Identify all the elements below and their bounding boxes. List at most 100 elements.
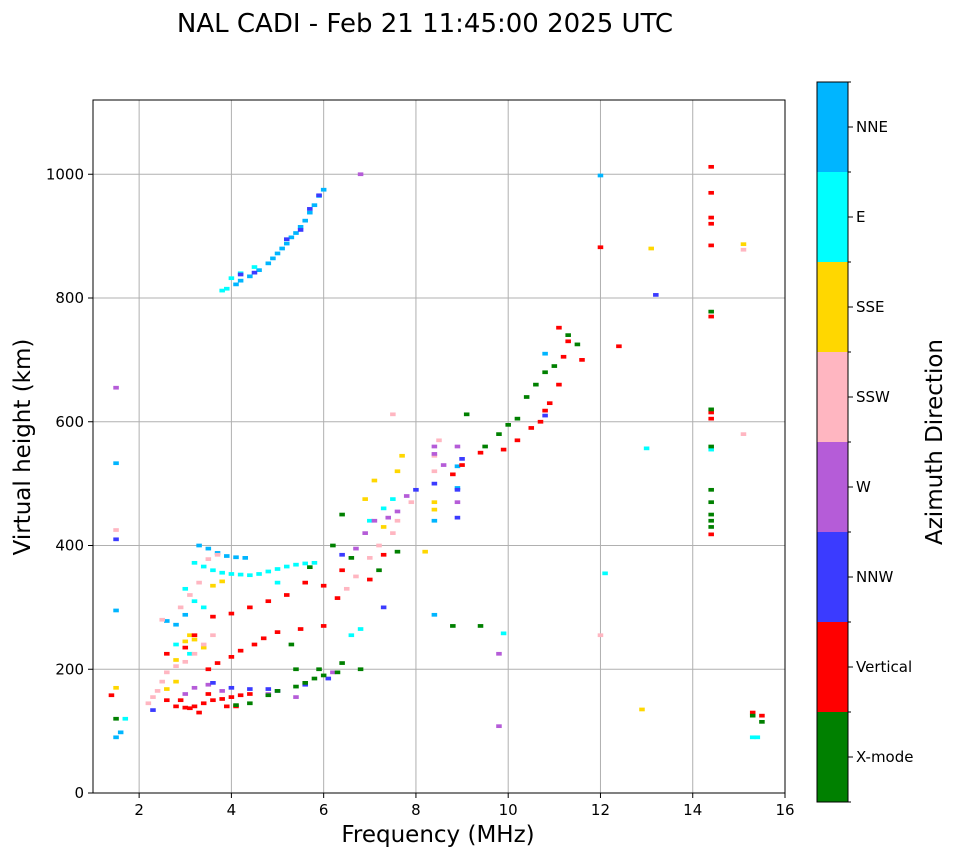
data-point — [247, 687, 253, 691]
x-tick-label: 6 — [319, 801, 329, 819]
data-point — [496, 432, 502, 436]
data-point — [247, 701, 253, 706]
data-point — [311, 676, 318, 681]
data-point — [514, 438, 521, 443]
data-point — [708, 447, 714, 452]
data-point — [205, 557, 212, 561]
data-point — [643, 446, 650, 451]
data-point — [334, 596, 341, 600]
data-point — [759, 713, 765, 718]
data-point — [708, 532, 714, 537]
data-point — [283, 237, 290, 242]
data-point — [113, 528, 119, 532]
data-point — [459, 457, 465, 461]
data-point — [214, 661, 221, 665]
data-point — [251, 642, 258, 647]
data-point — [191, 560, 198, 565]
data-point — [542, 351, 548, 356]
data-point — [237, 272, 244, 277]
data-point — [187, 706, 193, 711]
y-tick-label: 400 — [55, 537, 84, 555]
data-point — [579, 358, 585, 362]
data-point — [200, 701, 207, 706]
data-point — [339, 512, 345, 517]
data-point — [274, 567, 281, 571]
data-point — [196, 580, 202, 585]
data-point — [182, 645, 189, 650]
data-point — [357, 172, 364, 177]
data-point — [537, 419, 544, 424]
data-points — [108, 164, 765, 740]
data-point — [708, 215, 714, 220]
data-point — [210, 633, 216, 638]
data-point — [708, 221, 714, 226]
data-point — [205, 546, 212, 551]
data-point — [164, 670, 170, 675]
data-point — [113, 608, 119, 613]
data-point — [265, 599, 272, 604]
data-point — [371, 478, 378, 483]
data-point — [302, 681, 308, 685]
x-tick-label: 16 — [775, 801, 794, 819]
data-point — [565, 333, 571, 337]
data-point — [210, 681, 216, 685]
data-point — [288, 235, 295, 240]
data-point — [251, 265, 258, 269]
data-point — [274, 580, 281, 585]
data-point — [749, 735, 756, 740]
data-point — [708, 518, 714, 523]
data-point — [380, 605, 387, 610]
colorbar-segment — [817, 712, 848, 802]
data-point — [367, 556, 373, 560]
data-point — [113, 716, 119, 721]
data-point — [187, 633, 193, 638]
data-point — [260, 636, 267, 641]
data-point — [297, 627, 304, 631]
data-point — [182, 639, 189, 644]
data-point — [431, 500, 438, 505]
data-point — [749, 713, 756, 718]
data-point — [454, 444, 461, 449]
series-nne — [113, 173, 604, 740]
x-tick-label: 12 — [591, 801, 610, 819]
series-w — [113, 172, 502, 729]
colorbar-tick-label: E — [856, 208, 865, 226]
data-point — [311, 203, 318, 208]
data-point — [749, 710, 756, 715]
data-point — [394, 509, 401, 514]
data-point — [454, 500, 461, 505]
data-point — [210, 568, 216, 573]
data-point — [302, 561, 308, 566]
data-point — [219, 288, 225, 293]
data-point — [228, 695, 235, 699]
data-point — [450, 472, 456, 477]
data-point — [182, 586, 189, 591]
data-point — [210, 698, 216, 703]
data-point — [546, 401, 553, 406]
data-point — [297, 224, 304, 229]
data-point — [113, 385, 119, 390]
data-point — [233, 703, 239, 707]
data-point — [316, 667, 322, 672]
y-tick-label: 1000 — [46, 165, 84, 183]
data-point — [224, 286, 230, 291]
data-point — [164, 687, 170, 691]
data-point — [256, 268, 262, 273]
colorbar-tick-label: NNW — [856, 568, 893, 586]
data-point — [602, 571, 608, 576]
x-tick-label: 4 — [227, 801, 237, 819]
data-point — [173, 658, 179, 662]
data-point — [274, 630, 281, 634]
data-point — [339, 552, 345, 557]
data-point — [297, 228, 304, 232]
data-point — [293, 562, 299, 567]
data-point — [293, 667, 299, 672]
data-point — [708, 407, 714, 412]
x-axis-label: Frequency (MHz) — [341, 822, 534, 848]
data-point — [159, 617, 165, 622]
data-point — [376, 543, 382, 548]
data-point — [505, 422, 511, 427]
data-point — [224, 704, 230, 709]
data-point — [274, 251, 281, 256]
